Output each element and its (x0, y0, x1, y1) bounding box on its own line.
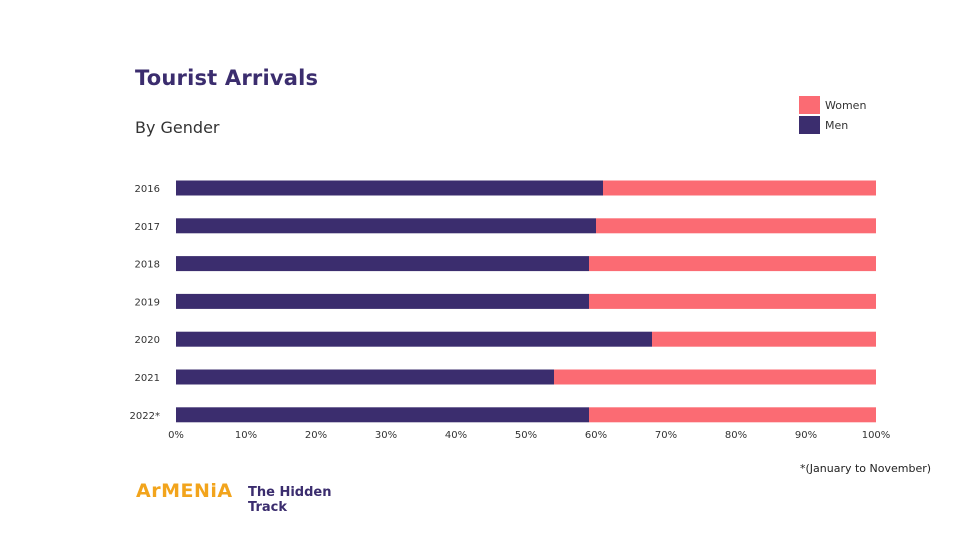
category-label: 2018 (135, 260, 160, 271)
category-label: 2016 (135, 184, 160, 195)
bar-women (596, 218, 876, 234)
x-tick-label: 30% (375, 430, 397, 441)
category-label: 2020 (135, 335, 160, 346)
bar-men (176, 331, 652, 347)
category-label: 2021 (135, 373, 160, 384)
x-tick-label: 70% (655, 430, 677, 441)
bar-women (554, 369, 876, 385)
bar-women (589, 407, 876, 423)
brand-tagline-line1: The Hidden (248, 485, 332, 500)
chart-title: Tourist Arrivals (135, 66, 319, 90)
bar-men (176, 293, 589, 309)
category-label: 2017 (135, 222, 160, 233)
x-tick-label: 10% (235, 430, 257, 441)
brand-tagline: The Hidden Track (248, 485, 331, 515)
category-label: 2019 (135, 297, 160, 308)
x-tick-label: 0% (168, 430, 184, 441)
category-label: 2022* (130, 411, 160, 422)
bar-men (176, 180, 603, 196)
legend-item-women: Women (799, 95, 866, 115)
bar-men (176, 407, 589, 423)
x-tick-label: 50% (515, 430, 537, 441)
legend-label-women: Women (825, 98, 867, 112)
footnote: *(January to November) (800, 462, 932, 475)
x-tick-label: 80% (725, 430, 747, 441)
brand-tagline-line2: Track (248, 500, 287, 515)
chart-subtitle: By Gender (135, 118, 220, 137)
x-tick-label: 20% (305, 430, 327, 441)
legend-label-men: Men (825, 118, 849, 132)
legend-swatch-women (799, 96, 820, 114)
armenia-logo: ArMENiA (136, 480, 233, 502)
x-tick-label: 60% (585, 430, 607, 441)
x-tick-label: 100% (862, 430, 891, 441)
bar-women (652, 331, 876, 347)
bar-women (589, 293, 876, 309)
x-tick-label: 90% (795, 430, 817, 441)
bar-men (176, 218, 596, 234)
bar-women (589, 256, 876, 272)
bar-women (603, 180, 876, 196)
legend-swatch-men (799, 116, 820, 134)
bar-men (176, 256, 589, 272)
legend: Women Men (799, 95, 866, 135)
legend-item-men: Men (799, 115, 866, 135)
bar-men (176, 369, 554, 385)
x-tick-label: 40% (445, 430, 467, 441)
